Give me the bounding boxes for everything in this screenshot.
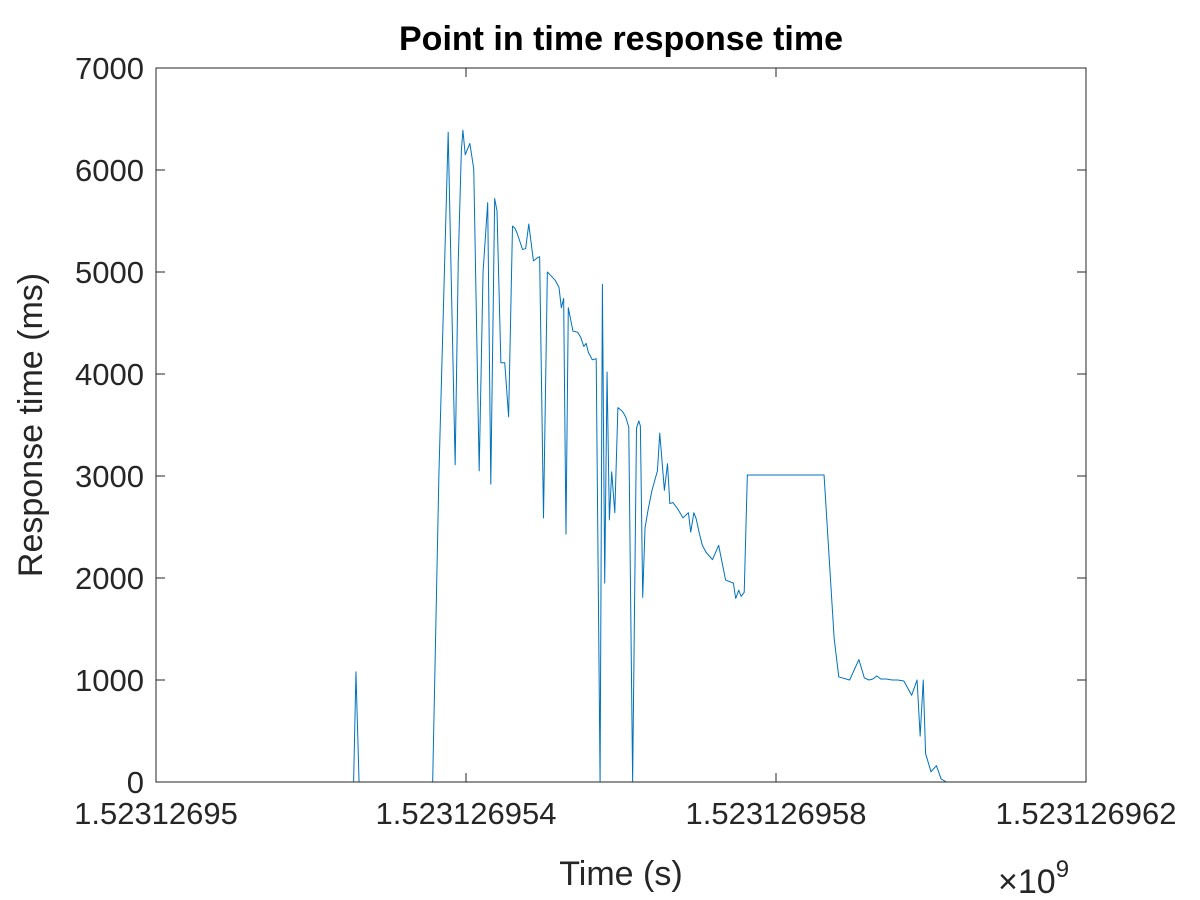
plot-area [156,68,1086,782]
y-tick-label: 0 [127,765,144,800]
x-tick-label: 1.523126954 [375,796,556,831]
y-tick-label: 6000 [75,153,144,188]
x-axis-label: Time (s) [559,855,682,893]
y-tick-label: 1000 [75,663,144,698]
y-tick-label: 3000 [75,459,144,494]
series-line [194,129,962,783]
y-tick-label: 4000 [75,357,144,392]
x-exponent-label: ×109 [998,856,1069,900]
y-tick-label: 7000 [75,51,144,86]
x-exponent-power: 9 [1056,856,1069,883]
axes-box [155,67,1087,783]
series-layer [194,129,962,783]
y-tick-label: 5000 [75,255,144,290]
y-tick-label: 2000 [75,561,144,596]
x-exponent-base: ×10 [998,863,1056,900]
x-tick-label: 1.523126962 [995,796,1176,831]
ticks-layer: 0 1000 2000 3000 4000 5000 6000 7000 1.52312695 1… [74,51,1176,831]
y-axis-label: Response time (ms) [12,273,50,577]
chart-title: Point in time response time [399,20,843,58]
x-tick-label: 1.52312695 [74,796,238,831]
x-tick-label: 1.523126958 [685,796,866,831]
